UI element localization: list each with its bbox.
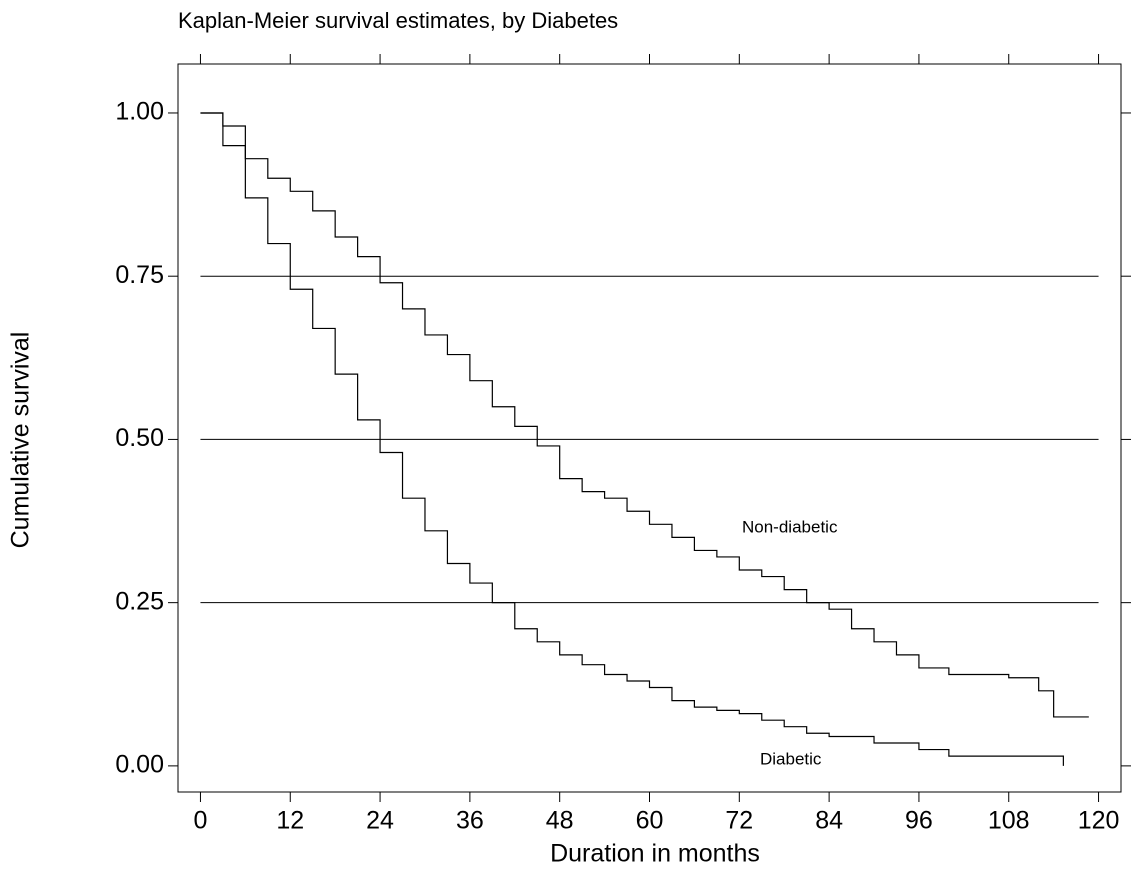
x-tick-label: 48	[546, 807, 574, 835]
x-tick-label: 96	[905, 807, 933, 835]
curve-label: Diabetic	[760, 749, 822, 768]
x-tick-label: 24	[366, 807, 394, 835]
y-tick-label: 0.25	[115, 587, 164, 615]
y-tick-label: 0.00	[115, 750, 164, 778]
x-tick-label: 60	[636, 807, 664, 835]
x-tick-label: 84	[815, 807, 843, 835]
x-tick-label: 12	[276, 807, 304, 835]
x-axis-label: Duration in months	[550, 840, 760, 868]
x-tick-label: 0	[193, 807, 207, 835]
survival-curve	[200, 112, 1089, 718]
x-tick-label: 120	[1078, 807, 1120, 835]
x-tick-label: 36	[456, 807, 484, 835]
survival-curve	[200, 112, 1064, 766]
y-tick-label: 1.00	[115, 98, 164, 126]
y-tick-label: 0.50	[115, 424, 164, 452]
y-tick-label: 0.75	[115, 261, 164, 289]
curve-label: Non-diabetic	[742, 517, 838, 536]
x-tick-label: 108	[988, 807, 1030, 835]
chart-title: Kaplan-Meier survival estimates, by Diab…	[178, 8, 618, 33]
x-tick-label: 72	[725, 807, 753, 835]
y-axis-label: Cumulative survival	[7, 332, 35, 549]
